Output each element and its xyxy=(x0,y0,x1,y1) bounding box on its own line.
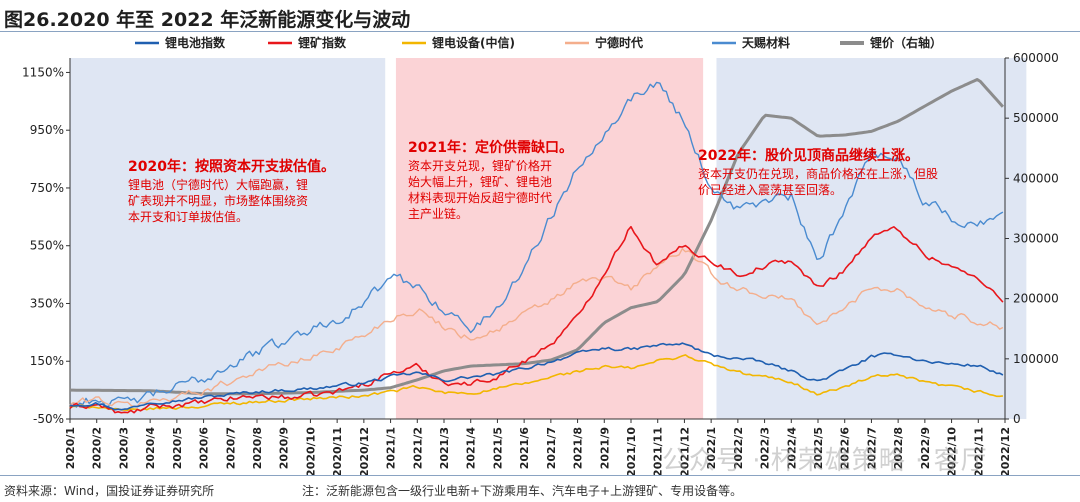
legend: 锂电池指数 锂矿指数 锂电设备(中信) 宁德时代 天赐材料 锂价（右轴） xyxy=(135,35,942,50)
annotation-heading: 2021年：定价供需缺口。 xyxy=(408,139,573,156)
left-tick-label: 750% xyxy=(30,181,64,195)
x-tick-label: 2022/6 xyxy=(839,427,852,470)
legend-label-2: 锂电设备(中信) xyxy=(432,35,515,50)
series-line-0 xyxy=(69,342,1004,411)
x-tick-label: 2020/7 xyxy=(224,427,237,469)
right-tick-label: 300000 xyxy=(1013,232,1059,246)
x-tick-label: 2021/10 xyxy=(625,427,638,475)
left-tick-label: -50% xyxy=(33,412,64,426)
x-tick-label: 2021/6 xyxy=(518,427,531,470)
footer: 资料来源：Wind，国投证券证券研究所 注：泛新能源包含一级行业电新+下游乘用车… xyxy=(0,475,1080,502)
legend-label-1: 锂矿指数 xyxy=(298,35,347,50)
series-line-3 xyxy=(69,247,1004,408)
left-tick-label: 550% xyxy=(30,239,64,253)
annotation-line: 始大幅上升，锂矿、锂电池 xyxy=(408,174,552,189)
right-tick-label: 400000 xyxy=(1013,171,1059,185)
right-tick-label: 500000 xyxy=(1013,111,1059,125)
x-tick-label: 2022/1 xyxy=(705,427,718,469)
x-tick-label: 2021/1 xyxy=(385,427,398,469)
legend-label-3: 宁德时代 xyxy=(595,35,643,50)
legend-label-0: 锂电池指数 xyxy=(165,35,226,50)
chart: -50% 150% 350% 550% 750% 950% 1150% 0 100000 2000… xyxy=(22,35,1059,475)
x-tick-label: 2022/11 xyxy=(972,427,985,475)
annotation-line: 资本开支兑现，锂矿价格开 xyxy=(408,158,552,173)
x-tick-label: 2022/8 xyxy=(892,427,905,469)
x-tick-label: 2020/11 xyxy=(331,427,344,475)
series-line-2 xyxy=(69,354,1003,412)
period-band-2020 xyxy=(70,58,386,419)
series-line-5 xyxy=(70,78,1005,396)
annotation-line: 矿表现并不明显，市场整体围绕资 xyxy=(128,193,308,208)
left-tick-label: 150% xyxy=(30,354,64,368)
x-tick-label: 2022/2 xyxy=(732,427,745,469)
x-tick-label: 2021/2 xyxy=(411,427,424,469)
annotation-line: 材料表现开始反超宁德时代 xyxy=(408,190,552,205)
x-tick-label: 2022/10 xyxy=(946,427,959,475)
annotation-heading: 2022年：股价见顶商品继续上涨。 xyxy=(698,147,919,164)
right-tick-label: 200000 xyxy=(1013,292,1059,306)
series-lines xyxy=(69,78,1005,414)
x-tick-label: 2020/2 xyxy=(91,427,104,469)
annotation-line: 价已经进入震荡甚至回落。 xyxy=(698,183,842,197)
x-tick-label: 2021/11 xyxy=(652,427,665,475)
x-tick-label: 2022/4 xyxy=(785,427,798,470)
x-tick-label: 2020/8 xyxy=(251,427,264,469)
left-tick-label: 1150% xyxy=(22,65,64,79)
x-tick-label: 2020/12 xyxy=(358,427,371,475)
title-bar: 图26.2020 年至 2022 年泛新能源变化与波动 xyxy=(0,0,1080,32)
x-tick-label: 2022/3 xyxy=(759,427,772,469)
annotations: 2020年：按照资本开支拔估值。锂电池（宁德时代）大幅跑赢，锂矿表现并不明显，市… xyxy=(128,139,938,224)
left-tick-label: 950% xyxy=(30,123,64,137)
right-tick-label: 0 xyxy=(1013,412,1021,426)
legend-label-4: 天赐材料 xyxy=(742,35,790,50)
watermark: 公众号 · 杯荣雄策略 · 客厅 xyxy=(662,446,988,476)
x-tick-label: 2021/4 xyxy=(465,427,478,470)
x-tick-label: 2020/3 xyxy=(117,427,130,469)
period-bands xyxy=(70,58,1027,419)
annotation-line: 主产业链。 xyxy=(408,206,468,221)
x-tick-label: 2020/5 xyxy=(171,427,184,469)
x-tick-label: 2020/9 xyxy=(278,427,291,469)
period-band-2021 xyxy=(395,58,704,419)
x-tick-label: 2020/4 xyxy=(144,427,157,470)
x-tick-label: 2021/5 xyxy=(491,427,504,469)
annotation-line: 资本开支仍在兑现，商品价格还在上涨，但股 xyxy=(698,166,938,181)
x-tick-label: 2022/7 xyxy=(865,427,878,469)
left-tick-label: 350% xyxy=(30,296,64,310)
x-tick-label: 2021/8 xyxy=(572,427,585,469)
x-tick-label: 2021/12 xyxy=(678,427,691,475)
axes: -50% 150% 350% 550% 750% 950% 1150% 0 100000 2000… xyxy=(22,51,1059,475)
annotation-line: 锂电池（宁德时代）大幅跑赢，锂 xyxy=(128,177,308,192)
x-tick-label: 2022/9 xyxy=(919,427,932,469)
x-tick-label: 2022/12 xyxy=(999,427,1012,475)
right-tick-label: 600000 xyxy=(1013,51,1059,65)
x-tick-label: 2020/1 xyxy=(64,427,77,469)
series-line-4 xyxy=(69,81,1004,408)
footnote: 注：泛新能源包含一级行业电新+下游乘用车、汽车电子+上游锂矿、专用设备等。 xyxy=(302,484,743,498)
annotation-1: 2020年：按照资本开支拔估值。锂电池（宁德时代）大幅跑赢，锂矿表现并不明显，市… xyxy=(128,158,335,224)
annotation-3: 2022年：股价见顶商品继续上涨。资本开支仍在兑现，商品价格还在上涨，但股价已经… xyxy=(698,147,938,197)
legend-label-5: 锂价（右轴） xyxy=(870,35,942,50)
annotation-heading: 2020年：按照资本开支拔估值。 xyxy=(128,158,335,175)
x-tick-label: 2021/3 xyxy=(438,427,451,469)
annotation-line: 本开支和订单拔估值。 xyxy=(128,209,248,224)
x-tick-label: 2022/5 xyxy=(812,427,825,469)
figure-title: 图26.2020 年至 2022 年泛新能源变化与波动 xyxy=(4,9,411,31)
x-tick-label: 2020/10 xyxy=(304,427,317,475)
right-tick-label: 100000 xyxy=(1013,352,1059,366)
x-tick-label: 2021/9 xyxy=(598,427,611,469)
source-note: 资料来源：Wind，国投证券证券研究所 xyxy=(4,484,215,498)
x-tick-label: 2020/6 xyxy=(198,427,211,470)
series-line-1 xyxy=(69,225,1004,414)
annotation-2: 2021年：定价供需缺口。资本开支兑现，锂矿价格开始大幅上升，锂矿、锂电池材料表… xyxy=(408,139,573,221)
x-tick-label: 2021/7 xyxy=(545,427,558,469)
